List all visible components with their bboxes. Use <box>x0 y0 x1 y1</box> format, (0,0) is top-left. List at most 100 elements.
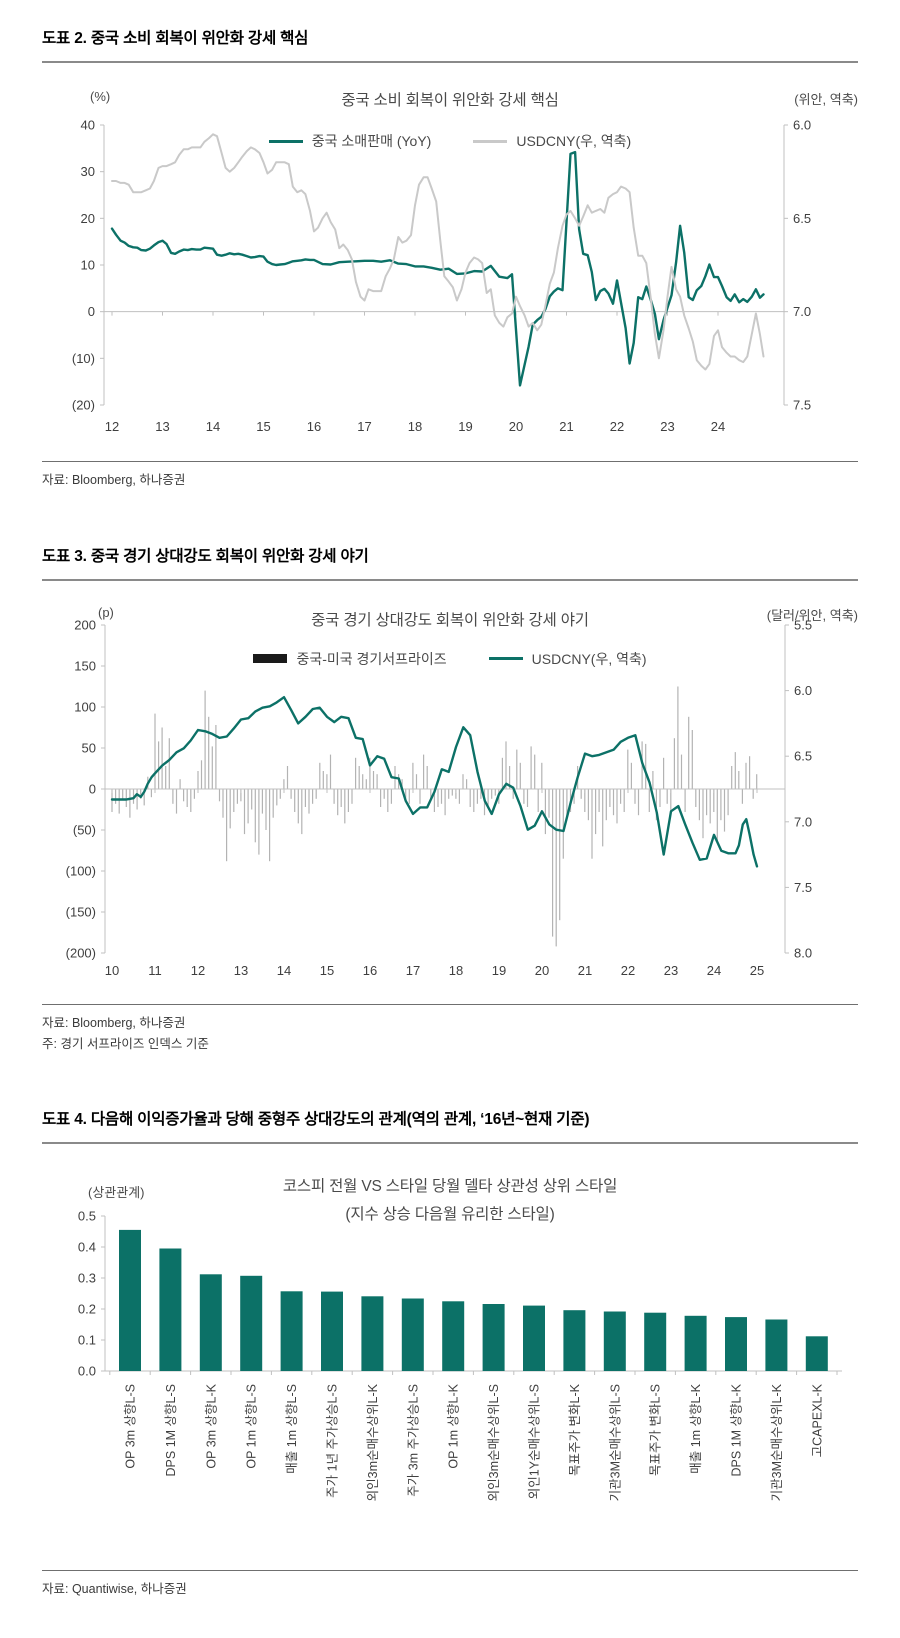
left-axis-unit-label: (p) <box>98 604 114 620</box>
chart-title: 중국 경기 상대강도 회복이 위안화 강세 야기 <box>311 611 589 629</box>
svg-text:7.0: 7.0 <box>793 304 811 319</box>
report-page: 도표 2. 중국 소비 회복이 위안화 강세 핵심 (%) (위안, 역축) 중… <box>42 26 858 1599</box>
svg-text:0.2: 0.2 <box>78 1302 96 1317</box>
svg-text:0.4: 0.4 <box>78 1240 96 1255</box>
svg-text:30: 30 <box>81 164 95 179</box>
svg-text:11: 11 <box>148 963 162 978</box>
svg-text:(20): (20) <box>72 398 95 413</box>
svg-text:(10): (10) <box>72 351 95 366</box>
svg-text:7.5: 7.5 <box>794 880 812 895</box>
svg-text:DPS 1M 상향L-K: DPS 1M 상향L-K <box>730 1384 744 1477</box>
series-left <box>110 150 765 387</box>
svg-text:15: 15 <box>256 419 270 434</box>
svg-text:20: 20 <box>81 211 95 226</box>
svg-text:(150): (150) <box>66 904 96 919</box>
svg-text:16: 16 <box>363 963 377 978</box>
svg-text:7.5: 7.5 <box>793 398 811 413</box>
figure-3-header: 도표 3. 중국 경기 상대강도 회복이 위안화 강세 야기 <box>42 544 858 581</box>
figure-4-source: 자료: Quantiwise, 하나증권 <box>42 1570 858 1599</box>
svg-text:0: 0 <box>89 781 96 796</box>
svg-text:19: 19 <box>458 419 472 434</box>
chart-3-svg: 0.0 0.1 0.2 0.3 0.4 0.5 OP 3m 상향L-S DPS 1M 상향L-… <box>78 1209 842 1502</box>
left-axis-unit-label: (%) <box>90 89 111 104</box>
usdcny-line-swatch <box>488 657 523 661</box>
bar-15 <box>725 1317 747 1372</box>
chart-1-svg: 40 30 20 10 0 (10) (20) 6.0 6.5 7.0 7.5 12 13 14 15 16 1… <box>72 118 811 435</box>
china-consumption-usdcny-chart: (%) (위안, 역축) 중국 소비 회복이 위안화 강세 핵심 중국 소매판매… <box>42 75 858 445</box>
svg-text:21: 21 <box>578 963 592 978</box>
legend-label: 중국-미국 경기서프라이즈 <box>296 650 447 667</box>
figure-block-4: 도표 4. 다음해 이익증가율과 당해 중형주 상대강도의 관계(역의 관계, … <box>42 1107 858 1599</box>
svg-text:20: 20 <box>509 419 523 434</box>
bar-9 <box>482 1304 505 1372</box>
bar-16 <box>765 1319 788 1372</box>
svg-text:13: 13 <box>155 419 169 434</box>
svg-text:고CAPEXL-K: 고CAPEXL-K <box>810 1384 824 1458</box>
svg-text:(100): (100) <box>66 863 96 878</box>
svg-text:5.5: 5.5 <box>794 617 812 632</box>
bar-10 <box>523 1305 545 1372</box>
svg-text:22: 22 <box>621 963 635 978</box>
legend-item-usdcny: USDCNY(우, 역축) <box>488 649 647 669</box>
bar-7 <box>401 1298 424 1372</box>
series-right <box>110 695 759 868</box>
svg-text:0.3: 0.3 <box>78 1271 96 1286</box>
svg-text:6.5: 6.5 <box>794 748 812 763</box>
bar-5 <box>321 1291 343 1372</box>
svg-text:OP 1m 상향L-K: OP 1m 상향L-K <box>447 1384 461 1469</box>
figure-3-source: 자료: Bloomberg, 하나증권 주: 경기 서프라이즈 인덱스 기준 <box>42 1003 858 1054</box>
bar-12 <box>603 1311 626 1372</box>
svg-text:19: 19 <box>492 963 506 978</box>
bar-3 <box>240 1276 263 1372</box>
svg-text:18: 18 <box>408 419 422 434</box>
chart-2-svg: 200 150 100 50 0 (50) (100) (150) (200) 5.5 6.0 6.5… <box>66 617 812 978</box>
svg-text:24: 24 <box>707 963 721 978</box>
svg-text:24: 24 <box>711 419 725 434</box>
svg-text:OP 3m 상향L-S: OP 3m 상향L-S <box>124 1384 138 1469</box>
bar-1 <box>159 1248 182 1372</box>
chart-subtitle: (지수 상승 다음월 유리한 스타일) <box>345 1206 555 1224</box>
source-text: 자료: Bloomberg, 하나증권 <box>42 473 186 487</box>
svg-text:OP 1m 상향L-S: OP 1m 상향L-S <box>245 1384 259 1469</box>
chart-title: 중국 소비 회복이 위안화 강세 핵심 <box>341 92 559 109</box>
svg-text:0.5: 0.5 <box>78 1209 96 1224</box>
svg-text:주가 3m 주가상승L-S: 주가 3m 주가상승L-S <box>406 1384 420 1497</box>
svg-text:6.0: 6.0 <box>793 118 811 133</box>
svg-text:기관3M순매수상위L-K: 기관3M순매수상위L-K <box>770 1384 784 1502</box>
svg-text:100: 100 <box>74 699 96 714</box>
svg-text:외인3m순매수상위L-S: 외인3m순매수상위L-S <box>487 1384 501 1501</box>
figure-block-2: 도표 2. 중국 소비 회복이 위안화 강세 핵심 (%) (위안, 역축) 중… <box>42 26 858 490</box>
legend-item-surprise-index: 중국-미국 경기서프라이즈 <box>253 649 447 669</box>
series-right <box>111 133 765 371</box>
bar-6 <box>361 1296 384 1372</box>
legend-item-usdcny: USDCNY(우, 역축) <box>473 131 631 151</box>
svg-text:200: 200 <box>74 617 96 632</box>
svg-text:18: 18 <box>449 963 463 978</box>
legend-label: USDCNY(우, 역축) <box>516 133 632 149</box>
svg-text:외인1Y순매수상위L-S: 외인1Y순매수상위L-S <box>528 1384 542 1499</box>
surprise-bars <box>111 686 758 947</box>
svg-text:12: 12 <box>191 963 205 978</box>
right-axis-unit-label: (위안, 역축) <box>794 92 858 107</box>
note-text: 주: 경기 서프라이즈 인덱스 기준 <box>42 1036 209 1051</box>
right-axis-unit-label: (달러/위안, 역축) <box>766 607 858 623</box>
surprise-bar-swatch <box>253 654 288 664</box>
svg-text:25: 25 <box>750 963 764 978</box>
kospi-style-correlation-chart: (상관관계) 코스피 전월 VS 스타일 당월 델타 상관성 상위 스타일 (지… <box>42 1156 858 1554</box>
svg-text:(50): (50) <box>73 822 96 837</box>
bar-8 <box>442 1301 465 1372</box>
usdcny-line-swatch <box>473 139 508 143</box>
source-text: 자료: Bloomberg, 하나증권 <box>42 1015 186 1030</box>
svg-text:외인3m순매수상위L-K: 외인3m순매수상위L-K <box>366 1384 380 1502</box>
bar-13 <box>644 1312 667 1372</box>
svg-text:목표주가 변화L-S: 목표주가 변화L-S <box>649 1384 663 1476</box>
bar-2 <box>199 1274 222 1372</box>
svg-text:22: 22 <box>610 419 624 434</box>
svg-text:12: 12 <box>105 419 119 434</box>
svg-text:매출 1m 상향L-S: 매출 1m 상향L-S <box>285 1384 299 1474</box>
bar-14 <box>684 1316 707 1372</box>
svg-text:20: 20 <box>535 963 549 978</box>
chart-legend: 중국 소매판매 (YoY) USDCNY(우, 역축) <box>42 131 858 151</box>
svg-text:14: 14 <box>277 963 291 978</box>
svg-text:16: 16 <box>307 419 321 434</box>
